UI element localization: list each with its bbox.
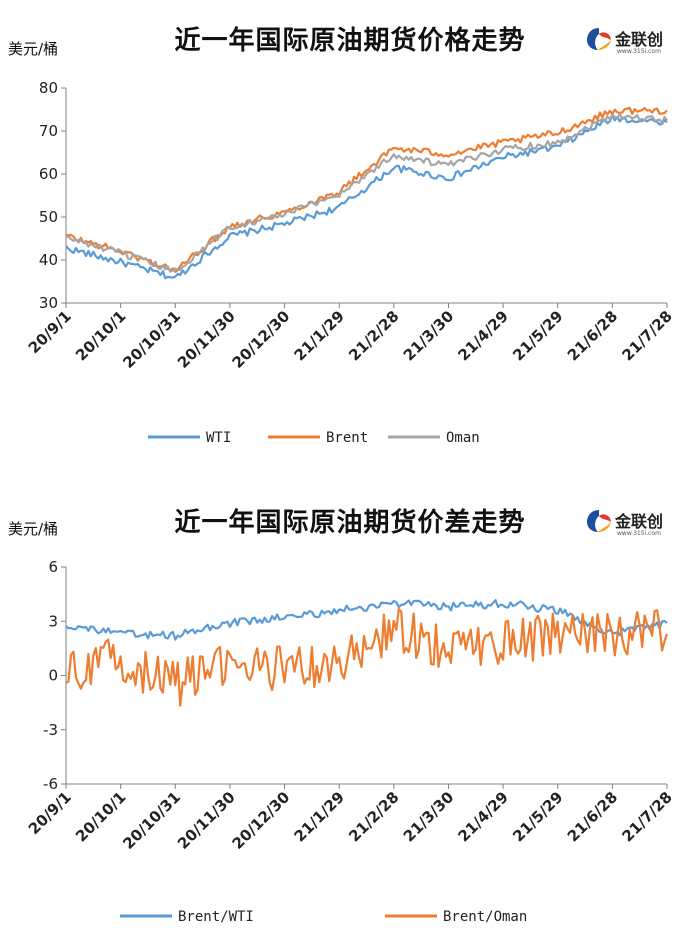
x-tick-label: 20/10/31 xyxy=(119,307,184,372)
x-tick-label: 21/7/28 xyxy=(618,307,675,364)
y-unit-label: 美元/桶 xyxy=(8,40,59,58)
x-tick-label: 21/3/30 xyxy=(400,788,457,845)
legend-label: Oman xyxy=(446,430,480,446)
x-tick-label: 20/9/1 xyxy=(25,307,75,357)
x-tick-label: 21/6/28 xyxy=(564,307,621,364)
y-unit-label: 美元/桶 xyxy=(8,520,59,538)
y-tick-label: 30 xyxy=(39,294,58,312)
legend-label: Brent/WTI xyxy=(178,909,254,925)
spread-chart: -6 -3 0 3 6 20/9/120/10/120/10/3120/11/3020/1… xyxy=(25,558,676,925)
y-tick-label: -3 xyxy=(43,721,58,739)
y-tick-label: 50 xyxy=(39,208,58,226)
logo-mark-icon xyxy=(587,510,611,532)
y-tick-label: 70 xyxy=(39,122,58,140)
series-line-brent xyxy=(65,106,668,273)
x-tick-label: 21/6/28 xyxy=(564,788,621,845)
x-tick-label: 21/3/30 xyxy=(400,307,457,364)
x-tick-label: 21/4/29 xyxy=(455,788,512,845)
x-tick-label: 21/1/29 xyxy=(291,307,348,364)
logo-brand-text: 金联创 xyxy=(615,30,664,49)
jinlianchuang-logo: 金联创 www.315i.com xyxy=(585,20,700,60)
x-tick-label: 20/10/1 xyxy=(72,307,129,364)
x-tick-label: 21/5/29 xyxy=(509,307,566,364)
x-tick-label: 20/12/30 xyxy=(229,307,294,372)
x-tick-label: 21/2/28 xyxy=(345,307,402,364)
logo-mark-icon xyxy=(587,28,611,50)
y-tick-label: 0 xyxy=(48,667,58,685)
legend-label: Brent/Oman xyxy=(443,909,527,925)
y-tick-label: 3 xyxy=(48,612,58,630)
y-tick-label: 80 xyxy=(39,79,58,97)
series-line-brent-wti xyxy=(65,599,668,641)
chart-title: 近一年国际原油期货价差走势 xyxy=(174,508,526,538)
series-line-brent-oman xyxy=(65,607,669,707)
x-tick-label: 21/7/28 xyxy=(618,788,675,845)
x-tick-label: 20/10/31 xyxy=(119,788,184,853)
y-tick-label: 60 xyxy=(39,165,58,183)
x-tick-label: 20/9/1 xyxy=(25,788,75,838)
y-tick-label: -6 xyxy=(43,775,58,793)
y-tick-label: 40 xyxy=(39,251,58,269)
x-tick-label: 21/5/29 xyxy=(509,788,566,845)
logo-url-text: www.315i.com xyxy=(617,530,661,537)
x-tick-label: 20/10/1 xyxy=(72,788,129,845)
logo-brand-text: 金联创 xyxy=(615,512,664,531)
series-line-wti xyxy=(65,113,668,280)
price-chart: 30 40 50 60 70 80 20/9/120/10/120/10/3120/11/3… xyxy=(25,79,676,446)
x-tick-label: 21/2/28 xyxy=(345,788,402,845)
y-tick-label: 6 xyxy=(48,558,58,576)
logo-url-text: www.315i.com xyxy=(617,48,661,55)
x-tick-label: 20/12/30 xyxy=(229,788,294,853)
x-tick-label: 20/11/30 xyxy=(174,788,239,853)
legend-label: Brent xyxy=(326,430,368,446)
x-tick-label: 21/1/29 xyxy=(291,788,348,845)
x-tick-label: 21/4/29 xyxy=(455,307,512,364)
price-chart-panel: 美元/桶 近一年国际原油期货价格走势 金联创 www.315i.com 30 40… xyxy=(0,0,700,470)
jinlianchuang-logo: 金联创 www.315i.com xyxy=(585,502,700,542)
chart-title: 近一年国际原油期货价格走势 xyxy=(174,26,526,56)
x-tick-label: 20/11/30 xyxy=(174,307,239,372)
series-line-oman xyxy=(65,112,668,273)
legend-label: WTI xyxy=(206,430,231,446)
spread-chart-panel: 美元/桶 近一年国际原油期货价差走势 金联创 www.315i.com -6 -3… xyxy=(0,490,700,948)
